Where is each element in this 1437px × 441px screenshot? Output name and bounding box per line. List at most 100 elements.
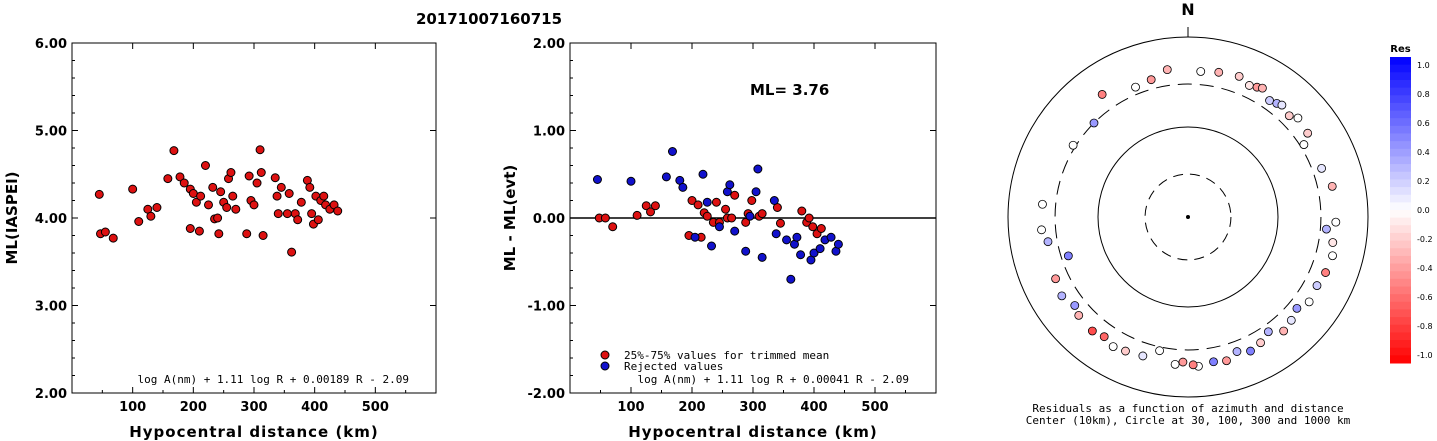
data-point [196,191,206,201]
data-point [751,187,761,197]
data-point [808,222,818,232]
station-point [1312,281,1322,290]
data-point [600,213,610,223]
station-point [1244,81,1254,90]
x-axis-label: Hypocentral distance (km) [129,423,379,441]
colorbar-segment [1390,255,1411,265]
y-tick-label: -2.00 [528,387,565,402]
polar-caption-line2: Center (10km), Circle at 30, 100, 300 an… [1026,414,1351,427]
data-point [809,248,819,258]
data-point [702,211,712,221]
x-tick-label: 500 [861,400,888,415]
data-point [727,213,737,223]
colorbar-tick-label: 0.0 [1417,206,1430,215]
colorbar-tick-label: -0.8 [1417,322,1433,331]
station-point [1328,238,1338,247]
station-point [1131,82,1140,92]
colorbar-segment [1390,118,1411,127]
data-point [222,203,232,212]
colorbar-segment [1390,202,1411,211]
data-point [797,206,807,216]
station-point [1178,357,1188,367]
colorbar-segment [1390,125,1411,134]
station-point [1188,360,1198,370]
data-point [252,178,262,188]
colorbar-segment [1390,141,1411,150]
data-point [284,189,294,198]
station-point [1234,71,1244,81]
data-point [786,274,796,284]
data-point [833,239,843,249]
station-point [1265,96,1274,105]
y-tick-label: -1.00 [528,300,565,315]
azimuth-residual-plot: N Residuals as a function of azimuth and … [1007,0,1369,427]
data-point [244,171,254,181]
data-point [661,172,671,182]
data-point [276,182,286,192]
station-point [1293,113,1303,123]
data-point [179,178,189,188]
data-point [608,222,618,232]
data-point [592,175,602,184]
legend-marker [600,361,610,371]
data-point [128,184,138,194]
data-point [721,204,731,214]
station-point [1057,291,1067,301]
data-point [152,203,162,212]
data-point [792,232,802,242]
data-point [698,169,708,179]
data-point [796,250,806,260]
data-point [214,229,224,239]
data-point [650,201,660,211]
plot-frame [71,42,437,394]
formula-label: log A(nm) + 1.11 log R + 0.00189 R - 2.0… [137,373,409,386]
data-point [667,147,677,156]
data-point [782,235,792,245]
colorbar-tick-label: 0.8 [1417,90,1430,99]
data-point [826,232,836,242]
colorbar-segment [1390,248,1411,257]
colorbar-segment [1390,294,1411,303]
x-tick-label: 300 [739,400,766,415]
station-point [1051,274,1060,284]
station-point [1263,327,1273,337]
y-tick-label: 5.00 [35,125,67,140]
residual-colorbar: Res 1.0 0.8 0.6 0.4 0.2 0.0 -0.2 -0.4 -0.6 -0.8 -1.… [1390,44,1433,364]
colorbar-segment [1390,232,1411,242]
colorbar-tick-label: 0.2 [1417,177,1430,186]
colorbar-tick-label: -0.6 [1417,293,1433,302]
x-tick-label: 500 [362,400,389,415]
data-point [100,227,110,237]
data-point [293,215,303,225]
station-point [1214,67,1224,77]
colorbar-segment [1390,332,1411,341]
station-point [1209,357,1218,367]
formula-label: log A(nm) + 1.11 log R + 0.00041 R - 2.0… [637,373,909,386]
station-point [1146,75,1156,85]
station-point [1089,118,1099,128]
station-point [1196,67,1206,76]
data-point [745,211,755,221]
colorbar-segment [1390,286,1411,295]
colorbar-segment [1390,64,1411,73]
data-point [741,217,751,227]
data-point [273,209,283,219]
station-point [1284,111,1294,121]
data-point [204,200,213,210]
ring-100km [1097,126,1279,308]
station-point [1074,310,1084,320]
data-point [272,191,282,201]
station-point [1322,224,1331,234]
ring-30km [1144,173,1232,261]
data-point [213,213,223,223]
polar-caption-line1: Residuals as a function of azimuth and d… [1032,402,1343,415]
data-point [256,168,266,177]
colorbar-segment [1390,95,1411,104]
legend-marker [600,350,610,360]
station-point [1155,346,1164,356]
station-point [1328,251,1337,261]
data-point [693,200,703,210]
y-tick-label: 2.00 [533,37,565,52]
colorbar-segment [1390,156,1411,165]
colorbar-segment [1390,355,1411,364]
